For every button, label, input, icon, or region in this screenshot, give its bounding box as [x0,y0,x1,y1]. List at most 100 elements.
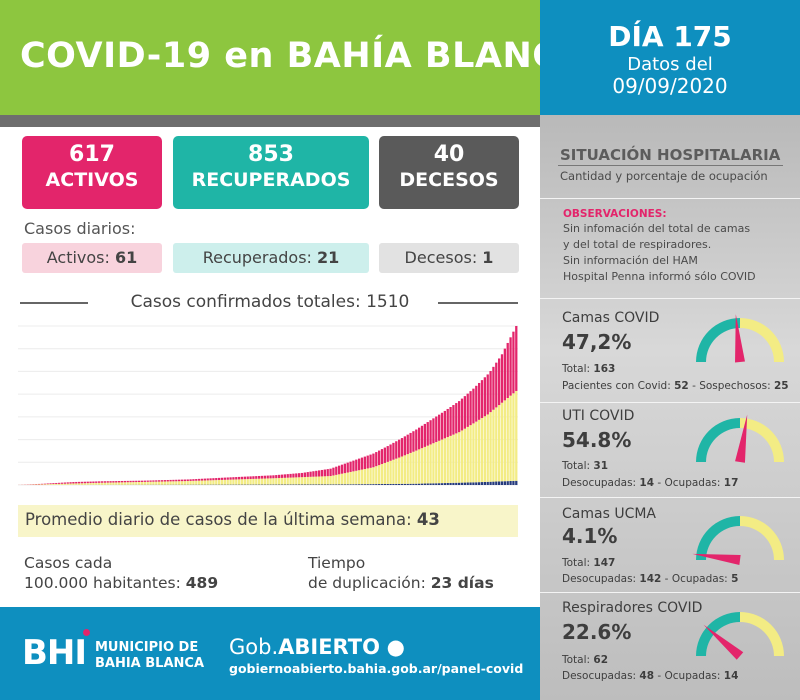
bar-activos [406,434,409,455]
bar-recuperados [123,482,126,485]
bar-decesos [503,481,506,485]
bar-activos [343,463,346,474]
bar-activos [129,480,132,483]
bar-recuperados [460,430,464,483]
bar-recuperados [289,477,292,485]
bar-activos [175,479,178,482]
daily-recuperados: Recuperados: 21 [173,243,369,273]
bar-decesos [460,482,464,485]
bar-decesos [335,484,338,485]
bar-activos [495,362,498,408]
weekly-average-band [18,505,518,537]
bar-recuperados [223,479,226,485]
bar-activos [372,453,375,468]
bar-recuperados [355,470,358,485]
bar-activos [172,479,175,482]
bar-activos [346,462,349,473]
bar-activos [332,467,335,476]
bar-activos [69,482,72,484]
bar-decesos [326,484,329,485]
bar-recuperados [103,482,106,485]
bar-activos [292,473,295,478]
bar-decesos [426,483,429,485]
bar-activos [278,474,281,479]
bar-activos [263,475,266,479]
bar-recuperados [400,456,404,484]
bar-recuperados [440,439,444,484]
bar-activos [360,457,364,470]
gauge-high-band [740,318,784,362]
bar-activos [252,476,255,479]
bar-recuperados [180,481,184,485]
gauge-uti-covid [696,414,784,463]
bar-recuperados [435,441,438,484]
gauge-percent: 4.1% [562,524,618,548]
gauge-low-band [696,418,740,462]
bar-recuperados [483,416,486,482]
observation-line: Sin infomación del total de camas [563,222,751,235]
cases-per-100k: Casos cada 100.000 habitantes: 489 [24,554,219,592]
bar-decesos [446,482,449,485]
bar-recuperados [372,467,375,485]
bar-recuperados [63,483,66,485]
bar-decesos [455,482,458,485]
bar-activos [72,482,75,484]
bar-activos [186,479,189,482]
bar-activos [58,482,61,484]
bar-activos [438,414,441,441]
bar-recuperados [83,483,86,485]
bar-recuperados [363,469,366,485]
bar-recuperados [423,446,426,484]
bar-activos [92,481,95,483]
gauge-total: Total: 31 [562,460,609,472]
bar-activos [169,479,172,482]
bar-recuperados [403,455,406,484]
bar-activos [403,436,406,456]
bar-activos [203,478,206,481]
bar-recuperados [275,478,278,485]
bar-recuperados [389,460,392,484]
bar-activos [306,472,309,477]
panel-url-link[interactable]: gobiernoabierto.bahia.gob.ar/panel-covid [229,661,524,676]
bar-recuperados [452,434,455,483]
stat-decesos-label: DECESOS [399,169,499,191]
bar-activos [389,444,392,461]
bar-activos [83,481,86,484]
bar-activos [146,480,149,482]
bhi-logo: BHI [22,633,87,673]
bar-decesos [478,482,481,485]
bar-recuperados [240,479,244,485]
bar-activos [229,477,232,480]
bar-activos [498,358,501,406]
panel-divider [540,402,800,403]
bar-recuperados [478,419,481,483]
bar-recuperados [120,482,124,485]
bar-decesos [346,484,349,485]
bar-recuperados [69,483,72,485]
bar-activos [266,475,269,479]
bar-recuperados [163,481,166,485]
bar-activos [220,477,224,480]
bar-decesos [472,482,475,485]
bar-decesos [512,480,515,485]
bar-recuperados [220,479,224,485]
bar-recuperados [143,481,146,485]
bar-decesos [435,483,438,485]
bar-activos [209,478,212,481]
bar-activos [49,483,52,485]
gob-abierto-logo: Gob.ABIERTO ● [229,635,405,659]
bar-decesos [458,482,461,485]
bar-activos [135,480,138,483]
bar-recuperados [480,418,484,483]
bar-decesos [338,484,341,485]
bar-recuperados [186,481,189,485]
bar-decesos [378,484,381,485]
bar-recuperados [320,476,324,485]
bar-recuperados [429,444,432,484]
bar-recuperados [280,477,284,485]
bar-activos [443,410,446,439]
bar-decesos [412,483,415,485]
bar-decesos [366,484,369,485]
bar-activos [152,480,155,482]
gauge-name: Respiradores COVID [562,600,703,616]
